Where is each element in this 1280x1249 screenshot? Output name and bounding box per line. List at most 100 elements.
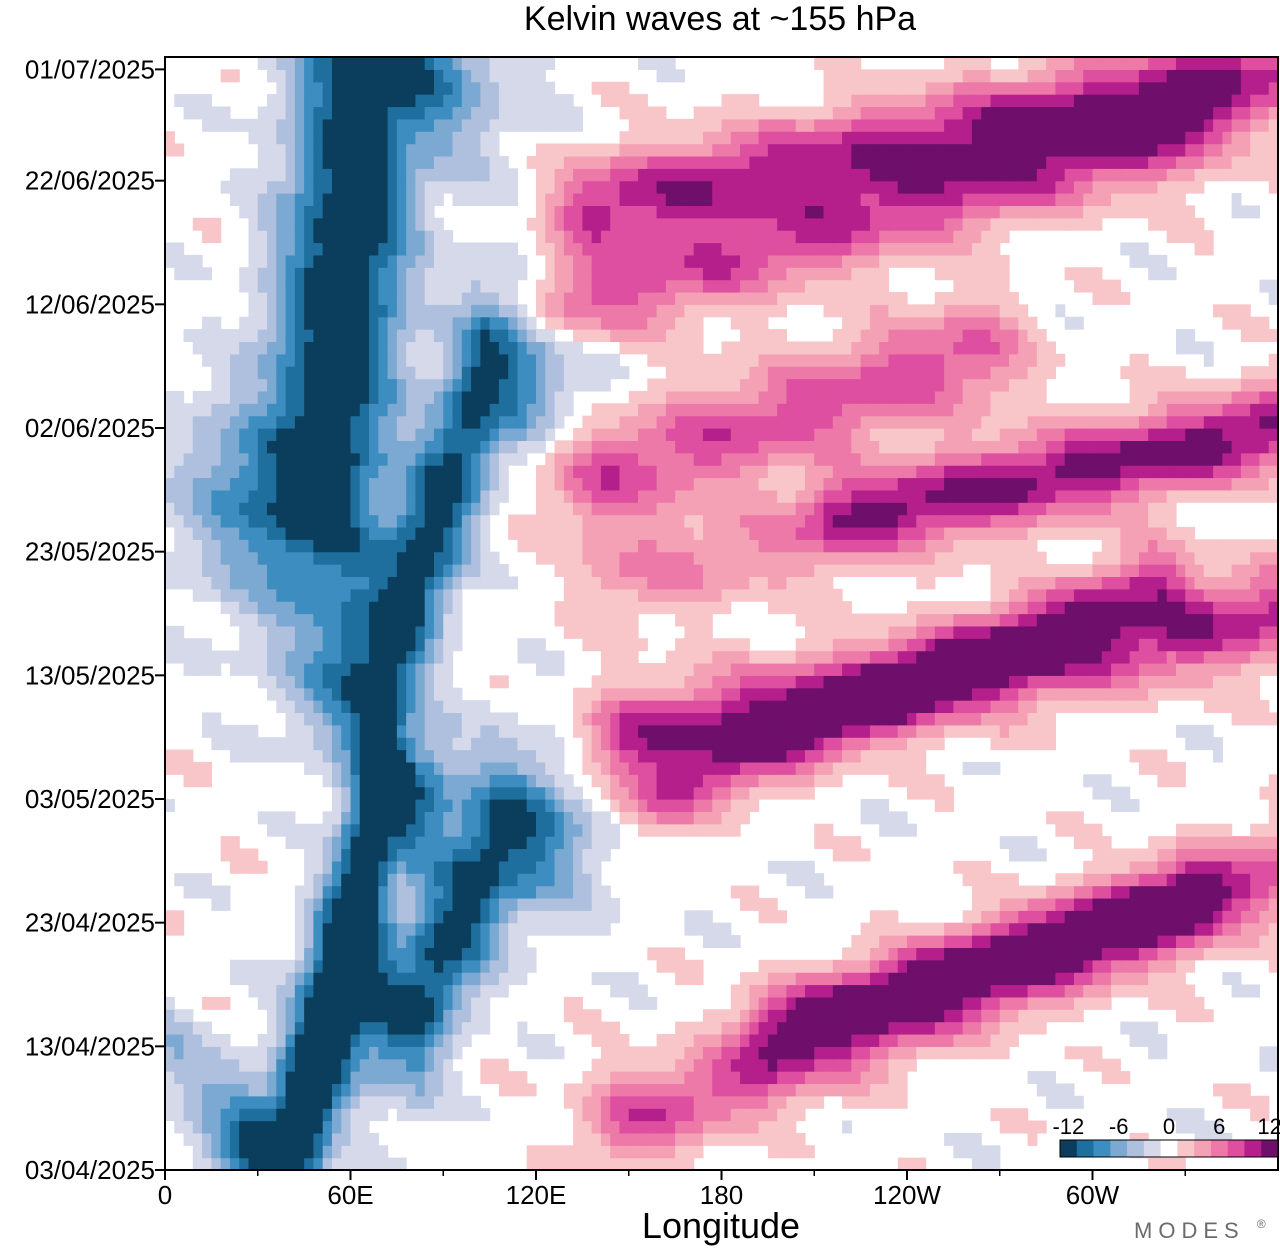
heatmap-cell bbox=[1027, 724, 1038, 738]
heatmap-cell bbox=[740, 650, 750, 664]
heatmap-cell bbox=[1194, 1120, 1205, 1134]
heatmap-cell bbox=[990, 477, 1001, 491]
heatmap-cell bbox=[712, 650, 723, 664]
heatmap-cell bbox=[786, 452, 797, 466]
heatmap-cell bbox=[239, 737, 250, 751]
heatmap-cell bbox=[1213, 564, 1223, 577]
heatmap-cell bbox=[842, 712, 852, 726]
heatmap-cell bbox=[1175, 860, 1186, 874]
heatmap-cell bbox=[944, 662, 954, 676]
heatmap-cell bbox=[239, 576, 250, 590]
heatmap-cell bbox=[387, 774, 398, 788]
heatmap-cell bbox=[563, 774, 574, 788]
heatmap-cell bbox=[600, 836, 611, 850]
heatmap-cell bbox=[396, 947, 407, 961]
heatmap-cell bbox=[767, 440, 778, 454]
heatmap-cell bbox=[1138, 1021, 1149, 1035]
heatmap-cell bbox=[1138, 935, 1149, 948]
heatmap-cell bbox=[202, 588, 212, 602]
heatmap-cell bbox=[814, 625, 825, 639]
heatmap-cell bbox=[1129, 860, 1140, 874]
heatmap-cell bbox=[971, 1145, 982, 1159]
heatmap-cell bbox=[721, 811, 732, 825]
heatmap-cell bbox=[600, 823, 611, 837]
heatmap-cell bbox=[1138, 662, 1149, 676]
heatmap-cell bbox=[461, 440, 472, 454]
heatmap-cell bbox=[702, 1046, 713, 1060]
heatmap-cell bbox=[823, 1058, 834, 1072]
heatmap-cell bbox=[619, 799, 630, 812]
heatmap-cell bbox=[712, 564, 723, 577]
heatmap-cell bbox=[1073, 811, 1084, 825]
heatmap-cell bbox=[971, 662, 982, 676]
heatmap-cell bbox=[795, 984, 806, 998]
heatmap-cell bbox=[981, 897, 992, 911]
heatmap-cell bbox=[860, 848, 871, 862]
heatmap-cell bbox=[211, 1120, 222, 1134]
heatmap-cell bbox=[415, 687, 426, 701]
heatmap-cell bbox=[471, 885, 481, 899]
heatmap-cell bbox=[777, 526, 788, 540]
heatmap-cell bbox=[1027, 712, 1038, 726]
heatmap-cell bbox=[1111, 613, 1121, 627]
heatmap-cell bbox=[1101, 526, 1112, 540]
heatmap-cell bbox=[1148, 922, 1159, 936]
heatmap-cell bbox=[545, 489, 556, 503]
heatmap-cell bbox=[619, 984, 630, 998]
heatmap-cell bbox=[415, 972, 426, 986]
heatmap-cell bbox=[1138, 947, 1149, 961]
heatmap-cell bbox=[971, 613, 982, 627]
heatmap-cell bbox=[1240, 873, 1251, 887]
heatmap-cell bbox=[1259, 910, 1270, 924]
heatmap-cell bbox=[1185, 724, 1196, 738]
heatmap-cell bbox=[322, 650, 333, 664]
heatmap-cell bbox=[359, 675, 370, 689]
heatmap-cell bbox=[1148, 650, 1159, 664]
heatmap-cell bbox=[832, 539, 843, 553]
heatmap-cell bbox=[795, 551, 806, 565]
heatmap-cell bbox=[777, 477, 788, 491]
heatmap-cell bbox=[443, 996, 454, 1010]
heatmap-cell bbox=[526, 947, 537, 961]
chart-title: Kelvin waves at ~155 hPa bbox=[524, 0, 916, 38]
heatmap-cell bbox=[730, 786, 741, 800]
heatmap-cell bbox=[767, 477, 778, 491]
heatmap-cell bbox=[573, 786, 583, 800]
heatmap-cell bbox=[1120, 638, 1131, 652]
heatmap-cell bbox=[331, 465, 342, 479]
heatmap-cell bbox=[638, 799, 648, 812]
heatmap-cell bbox=[619, 972, 630, 986]
heatmap-cell bbox=[1018, 700, 1029, 714]
heatmap-cell bbox=[656, 947, 667, 961]
heatmap-cell bbox=[378, 910, 389, 924]
heatmap-cell bbox=[804, 1071, 815, 1085]
heatmap-cell bbox=[647, 996, 658, 1010]
heatmap-cell bbox=[1157, 860, 1168, 874]
heatmap-cell bbox=[331, 860, 342, 874]
heatmap-cell bbox=[1213, 1132, 1223, 1146]
heatmap-cell bbox=[424, 1071, 435, 1085]
heatmap-cell bbox=[888, 959, 899, 973]
heatmap-cell bbox=[990, 885, 1001, 899]
heatmap-cell bbox=[897, 1058, 908, 1072]
heatmap-cell bbox=[322, 1009, 333, 1023]
heatmap-cell bbox=[740, 588, 750, 602]
heatmap-cell bbox=[1111, 700, 1121, 714]
heatmap-cell bbox=[285, 601, 296, 615]
heatmap-cell bbox=[294, 526, 305, 540]
heatmap-cell bbox=[1120, 860, 1131, 874]
heatmap-cell bbox=[665, 687, 676, 701]
heatmap-cell bbox=[693, 452, 704, 466]
heatmap-cell bbox=[777, 539, 788, 553]
heatmap-cell bbox=[1213, 613, 1223, 627]
heatmap-cell bbox=[1009, 885, 1019, 899]
heatmap-cell bbox=[842, 996, 852, 1010]
heatmap-cell bbox=[406, 502, 417, 516]
heatmap-cell bbox=[721, 489, 732, 503]
heatmap-cell bbox=[962, 1132, 973, 1146]
heatmap-cell bbox=[851, 724, 862, 738]
heatmap-cell bbox=[294, 1108, 305, 1122]
heatmap-cell bbox=[313, 477, 324, 491]
heatmap-cell bbox=[1259, 613, 1270, 627]
heatmap-cell bbox=[749, 1083, 760, 1097]
